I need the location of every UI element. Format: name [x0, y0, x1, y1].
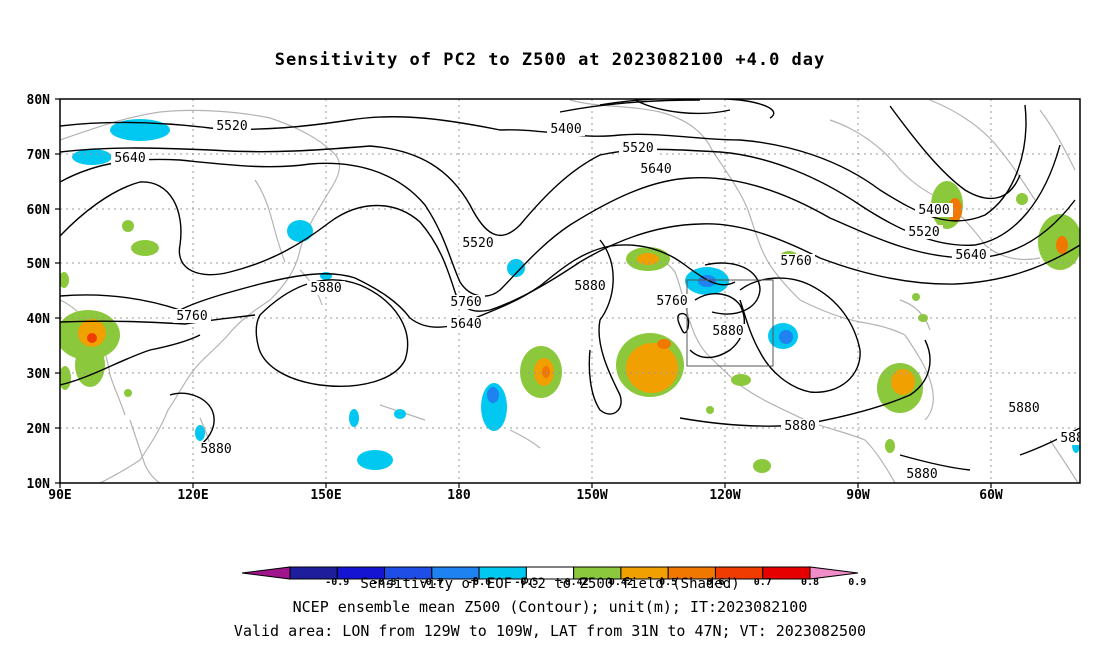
colorbar-tick-label: -0.8 [372, 577, 396, 588]
contour-label-bg [952, 248, 990, 262]
lat-tick-label: 70N [27, 148, 51, 163]
contour-label: 5760 [656, 294, 687, 309]
colorbar-tick-label: -0.5 [514, 577, 538, 588]
caption-valid-area: Valid area: LON from 129W to 109W, LAT f… [233, 622, 867, 640]
contour-label-bg [111, 151, 149, 165]
contour-label: 5640 [114, 151, 145, 166]
colorbar-tick-label: -0.7 [420, 577, 444, 588]
colorbar-high-extension [809, 566, 859, 580]
contour-label: 5640 [955, 248, 986, 263]
colorbar-tick-label: 0.9 [848, 577, 866, 588]
contour-label: 5760 [780, 254, 811, 269]
contour-label-bg [447, 295, 485, 309]
contour-label: 5520 [462, 236, 493, 251]
contour-label-bg [637, 162, 675, 176]
lon-tick-label: 90W [846, 488, 870, 503]
lat-tick-label: 60N [27, 203, 51, 218]
contour-label: 5640 [450, 317, 481, 332]
contour-label-bg [905, 225, 943, 239]
contour-label-bg [571, 279, 609, 293]
lat-tick-label: 20N [27, 422, 51, 437]
contour-label: 5520 [622, 141, 653, 156]
contour-label-bg [447, 317, 485, 331]
z500-contours [60, 99, 1080, 471]
colorbar-tick-label: -0.42 [559, 577, 589, 588]
lon-tick-label: 150E [310, 488, 341, 503]
contour-label: 5760 [176, 309, 207, 324]
colorbar-tick-label: 0.8 [801, 577, 819, 588]
contour-label-bg [915, 203, 953, 217]
lat-tick-label: 50N [27, 257, 51, 272]
caption-contour: NCEP ensemble mean Z500 (Contour); unit(… [292, 598, 808, 616]
coastlines [60, 99, 1079, 483]
contour-label: 5520 [908, 225, 939, 240]
valid-area-box [686, 279, 774, 367]
lon-tick-label: 180 [447, 488, 471, 503]
lon-tick-label: 90E [48, 488, 71, 503]
caption-shading: Sensitivity of EOF PC2 to Z500 field (Sh… [360, 576, 740, 592]
contour-label-bg [653, 294, 691, 308]
lat-tick-label: 10N [27, 477, 51, 492]
contour-label-bg [213, 119, 251, 133]
lon-tick-label: 60W [979, 488, 1003, 503]
colorbar-tick-label: 0.6 [706, 577, 724, 588]
contour-label-bg [619, 141, 657, 155]
contour-label-bg [547, 122, 585, 136]
sensitivity-shading [60, 119, 1080, 473]
contour-label-bg [709, 324, 747, 338]
contour-label-bg [1005, 401, 1043, 415]
colorbar: -0.9 -0.8 -0.7 -0.6 -0.5 -0.42 0.42 0.5 0.6 0.7 0.… [241, 566, 866, 588]
contour-label: 5880 [906, 467, 937, 482]
contour-label: 5400 [918, 203, 949, 218]
contour-label-bg [781, 419, 819, 433]
contour-label: 5640 [640, 162, 671, 177]
lat-tick-label: 30N [27, 367, 51, 382]
contour-label: 5880 [574, 279, 605, 294]
lat-tick-label: 40N [27, 312, 51, 327]
colorbar-tick-label: 0.5 [659, 577, 677, 588]
contour-label-bg [903, 467, 941, 481]
colorbar-tick-label: -0.6 [467, 577, 491, 588]
contour-label-bg [197, 442, 235, 456]
contour-label: 5880 [200, 442, 231, 457]
contour-labels: 5520 5400 5520 5640 5640 5520 5400 5520 5640 5760… [111, 119, 1091, 482]
contour-label-bg [777, 254, 815, 268]
colorbar-tick-label: 0.42 [609, 577, 633, 588]
contour-label: 5880 [712, 324, 743, 339]
contour-label: 5880 [310, 281, 341, 296]
longitude-axis: 90E 120E 150E 180 150W 120W 90W 60W [48, 483, 1003, 503]
lon-tick-label: 120E [177, 488, 208, 503]
contour-label: 5880 [1060, 431, 1091, 446]
lon-tick-label: 120W [709, 488, 740, 503]
contour-label: 5880 [1008, 401, 1039, 416]
colorbar-tick-label: 0.7 [754, 577, 772, 588]
lat-tick-label: 80N [27, 93, 51, 108]
plot-frame [59, 98, 1081, 484]
chart-title: Sensitivity of PC2 to Z500 at 2023082100… [274, 50, 826, 70]
contour-label: 5760 [450, 295, 481, 310]
contour-label: 5520 [216, 119, 247, 134]
contour-label: 5400 [550, 122, 581, 137]
contour-label-bg [307, 281, 345, 295]
lon-tick-label: 150W [576, 488, 607, 503]
contour-label-bg [459, 236, 497, 250]
contour-label-bg [1057, 431, 1080, 445]
contour-label-bg [173, 309, 211, 323]
colorbar-tick-label: -0.9 [325, 577, 349, 588]
latitude-axis: 80N 70N 60N 50N 40N 30N 20N 10N [27, 93, 60, 492]
contour-label: 5880 [784, 419, 815, 434]
